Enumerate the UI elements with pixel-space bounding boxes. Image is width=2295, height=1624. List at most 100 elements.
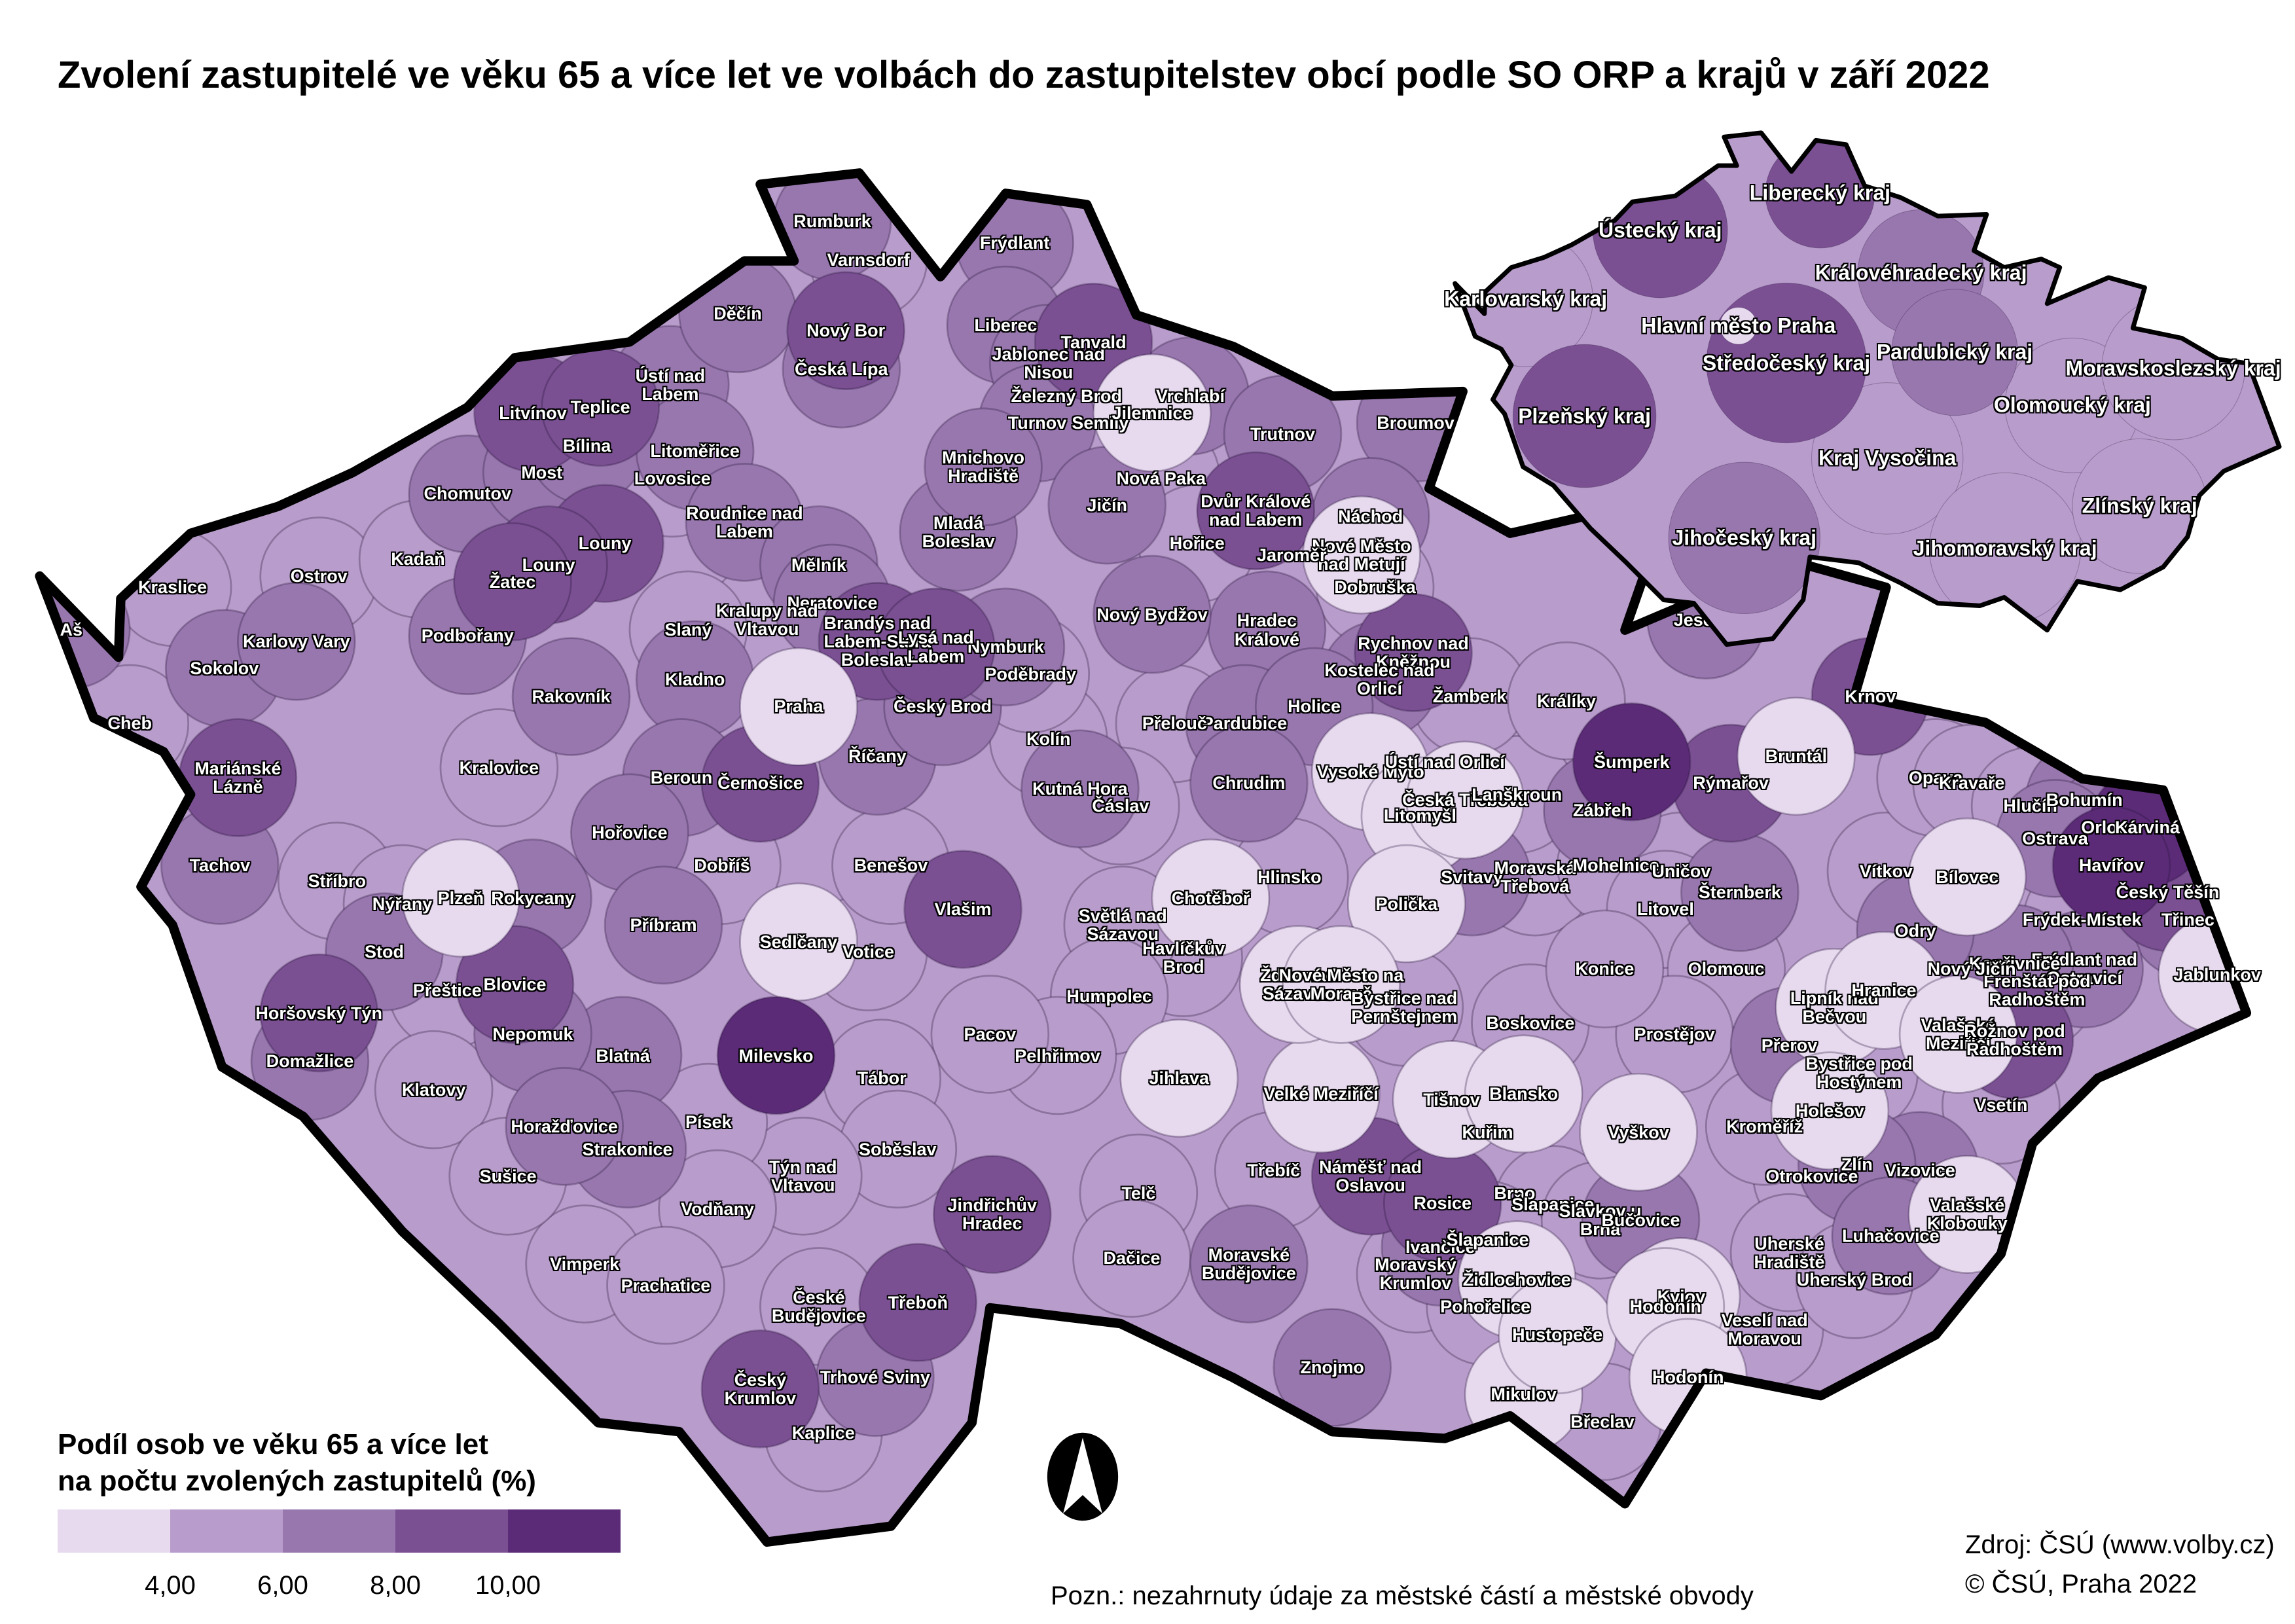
orp-label: Jablunkov xyxy=(2173,964,2261,984)
orp-label: Frýdek-Místek xyxy=(2022,909,2142,929)
orp-label: Kolín xyxy=(1026,729,1071,749)
orp-label: Česká Třebová xyxy=(1402,790,1528,810)
orp-label: Sušice xyxy=(479,1166,537,1186)
region-patch xyxy=(1021,729,1140,848)
orp-label: Čáslav xyxy=(1092,796,1149,816)
region-patch xyxy=(739,647,858,767)
orp-label: Hodonín xyxy=(1652,1367,1724,1388)
kraj-label: Královéhradecký kraj xyxy=(1815,261,2027,285)
kraj-label: Pardubický kraj xyxy=(1876,340,2033,364)
orp-label: Bystřice pod Hostýnem xyxy=(1805,1053,1913,1092)
orp-label: Česká Lípa xyxy=(794,359,888,379)
orp-label: Třinec xyxy=(2161,909,2214,929)
orp-label: Pacov xyxy=(964,1024,1017,1044)
orp-label: Odry xyxy=(1894,920,1936,941)
orp-label: Ústí nad Orlicí xyxy=(1384,751,1505,772)
orp-label: Hlučín xyxy=(2003,796,2057,816)
orp-label: Uherské Hradiště xyxy=(1754,1233,1825,1272)
orp-label: Ústí nad Labem xyxy=(635,365,706,404)
orp-label: Otrokovice xyxy=(1765,1166,1858,1186)
orp-label: Třebíč xyxy=(1247,1161,1301,1181)
region-patch xyxy=(511,637,631,756)
orp-label: Dobruška xyxy=(1334,577,1416,598)
orp-label: Vysoké Mýto xyxy=(1316,762,1424,782)
orp-label: Vsetín xyxy=(1974,1095,2028,1115)
orp-label: Broumov xyxy=(1377,413,1455,433)
orp-label: Český Brod xyxy=(894,696,992,717)
region-patch xyxy=(1668,461,1820,615)
region-patch xyxy=(1512,344,1657,488)
orp-label: Semily xyxy=(1072,413,1129,433)
orp-label: Nové Město nad Metují xyxy=(1312,535,1411,574)
legend-tick-4: 4,00 xyxy=(145,1571,196,1600)
orp-label: Děčín xyxy=(714,304,762,324)
orp-label: Mladá Boleslav xyxy=(922,513,995,551)
orp-label: Uherský Brod xyxy=(1796,1269,1913,1290)
orp-label: Soběslav xyxy=(858,1139,937,1159)
orp-label: Kroměříž xyxy=(1726,1116,1803,1136)
orp-label: Slaný xyxy=(664,620,712,640)
region-patch xyxy=(858,1242,978,1362)
orp-label: Valašské Meziříčí xyxy=(1921,1015,1996,1054)
orp-label: Ostrov xyxy=(290,566,348,586)
region-patch xyxy=(604,865,723,985)
legend-class-swatch-3 xyxy=(283,1509,395,1553)
kraj-label: Jihomoravský kraj xyxy=(1913,536,2097,560)
orp-label: Luhačovice xyxy=(1842,1225,1940,1246)
orp-label: Přeštice xyxy=(412,980,482,1000)
orp-label: Nový Bydžov xyxy=(1096,604,1208,624)
orp-label: Vlašim xyxy=(934,899,992,920)
orp-label: Zábřeh xyxy=(1572,800,1633,820)
kraj-label: Olomoucký kraj xyxy=(1993,393,2151,417)
orp-label: Sedlčany xyxy=(759,932,838,952)
region-patch xyxy=(1770,1051,1890,1170)
region-patch xyxy=(1811,382,1964,535)
orp-label: Železný Brod xyxy=(1011,386,1123,406)
source-credits: Zdroj: ČSÚ (www.volby.cz) © ČSÚ, Praha 2… xyxy=(1965,1525,2275,1604)
orp-label: Žďár nad Sázavou xyxy=(1260,965,1337,1004)
orp-label: Blatná xyxy=(596,1045,650,1066)
orp-label: Tišnov xyxy=(1423,1089,1480,1110)
orp-label: Šternberk xyxy=(1698,882,1781,903)
orp-label: Kopřivnice xyxy=(1968,953,2061,973)
orp-label: Králíky xyxy=(1536,691,1596,711)
orp-label: Polička xyxy=(1375,893,1437,914)
kraj-label: Moravskoslezský kraj xyxy=(2065,355,2281,380)
orp-label: Třeboň xyxy=(888,1292,948,1312)
orp-label: Havířov xyxy=(2078,856,2144,876)
orp-label: Vizovice xyxy=(1885,1161,1955,1181)
orp-label: Podbořany xyxy=(421,626,514,646)
region-patch xyxy=(1282,925,1401,1044)
orp-label: Benešov xyxy=(854,856,928,876)
region-patch xyxy=(924,407,1043,527)
orp-label: Lysá nad Labem xyxy=(897,628,974,666)
orp-label: Náměšť nad Oslavou xyxy=(1319,1157,1422,1195)
region-patch xyxy=(1405,740,1525,860)
region-patch xyxy=(505,1066,624,1186)
orp-label: Žatec xyxy=(489,571,536,592)
orp-label: Litomyšl xyxy=(1383,806,1456,826)
region-patch xyxy=(716,996,836,1115)
orp-label: Slavkov u Brna xyxy=(1559,1200,1642,1239)
orp-label: Kadaň xyxy=(391,549,445,569)
region-patch xyxy=(259,953,379,1073)
region-patch xyxy=(374,1030,494,1149)
orp-label: Hořice xyxy=(1169,533,1225,554)
orp-label: Sokolov xyxy=(190,658,259,678)
orp-label: Jablonec nad Nisou xyxy=(992,344,1106,383)
orp-label: Pelhřimov xyxy=(1015,1045,1100,1066)
orp-label: Bučovice xyxy=(1601,1210,1680,1230)
orp-label: Beroun xyxy=(650,767,713,787)
orp-label: Karlovy Vary xyxy=(242,631,350,651)
orp-label: Šlapanice xyxy=(1446,1230,1529,1250)
orp-label: Kladno xyxy=(664,670,725,690)
orp-label: Stříbro xyxy=(308,871,366,891)
orp-label: Lipník nad Bečvou xyxy=(1790,988,1879,1026)
region-patch xyxy=(1464,1034,1583,1154)
orp-label: Frýdlant nad Ostravicí xyxy=(2031,950,2138,988)
orp-label: Přerov xyxy=(1761,1036,1818,1056)
orp-label: Jihlava xyxy=(1149,1068,1210,1089)
orp-label: Plzeň xyxy=(437,888,484,908)
region-patch xyxy=(1189,723,1309,843)
orp-label: Mohelnice xyxy=(1572,856,1659,876)
